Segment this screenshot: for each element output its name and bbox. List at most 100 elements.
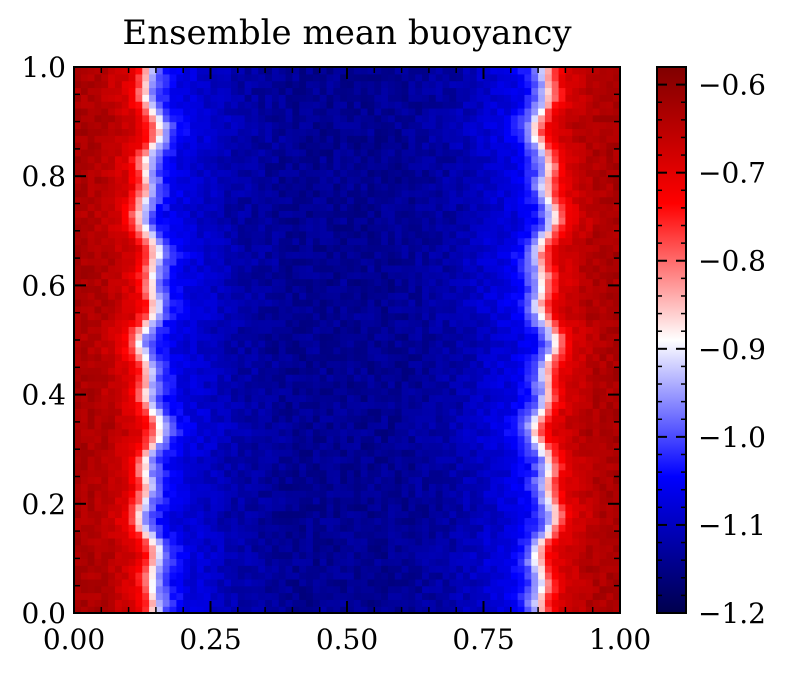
heatmap-cell: [128, 496, 137, 505]
heatmap-cell: [353, 299, 362, 307]
heatmap-cell: [531, 244, 539, 252]
heatmap-cell: [196, 237, 205, 246]
heatmap-cell: [347, 578, 355, 587]
heatmap-cell: [217, 387, 225, 396]
heatmap-cell: [538, 360, 546, 368]
heatmap-cell: [74, 408, 82, 416]
heatmap-cell: [517, 387, 526, 396]
heatmap-cell: [258, 285, 266, 293]
heatmap-cell: [162, 578, 171, 587]
heatmap-cell: [503, 326, 512, 334]
heatmap-cell: [531, 599, 539, 607]
heatmap-cell: [428, 592, 437, 600]
heatmap-cell: [353, 483, 362, 491]
heatmap-cell: [599, 456, 607, 464]
heatmap-cell: [149, 415, 157, 423]
heatmap-cell: [442, 456, 450, 464]
heatmap-cell: [94, 251, 102, 259]
heatmap-cell: [456, 387, 464, 396]
heatmap-cell: [456, 456, 464, 464]
heatmap-cell: [490, 551, 498, 559]
heatmap-cell: [265, 360, 273, 368]
heatmap-cell: [408, 531, 416, 539]
heatmap-cell: [149, 326, 157, 334]
heatmap-cell: [503, 606, 512, 613]
heatmap-cell: [121, 333, 130, 341]
heatmap-cell: [326, 415, 334, 423]
heatmap-cell: [271, 503, 280, 512]
heatmap-cell: [203, 578, 212, 587]
heatmap-cell: [128, 428, 137, 437]
heatmap-cell: [517, 544, 526, 553]
heatmap-cell: [381, 476, 389, 484]
heatmap-cell: [367, 210, 375, 218]
heatmap-cell: [190, 387, 198, 396]
heatmap-cell: [544, 462, 553, 471]
heatmap-cell: [196, 394, 205, 403]
heatmap-cell: [476, 510, 485, 519]
heatmap-cell: [538, 558, 546, 566]
heatmap-cell: [367, 483, 375, 491]
heatmap-cell: [224, 258, 232, 266]
heatmap-cell: [258, 462, 266, 471]
heatmap-cell: [544, 326, 553, 334]
heatmap-cell: [340, 503, 348, 512]
heatmap-cell: [217, 503, 225, 512]
heatmap-cell: [408, 230, 416, 239]
heatmap-cell: [394, 333, 403, 341]
heatmap-cell: [531, 551, 539, 559]
heatmap-cell: [422, 408, 430, 416]
heatmap-cell: [367, 565, 375, 573]
heatmap-cell: [333, 258, 341, 266]
heatmap-cell: [422, 578, 430, 587]
heatmap-cell: [469, 210, 478, 218]
heatmap-cell: [415, 319, 423, 327]
heatmap-cell: [469, 326, 478, 334]
heatmap-cell: [531, 394, 539, 403]
heatmap-cell: [176, 606, 184, 613]
heatmap-cell: [333, 428, 341, 437]
heatmap-cell: [360, 189, 369, 198]
heatmap-cell: [292, 428, 300, 437]
heatmap-cell: [135, 606, 143, 613]
heatmap-cell: [360, 292, 369, 300]
heatmap-cell: [503, 435, 512, 443]
heatmap-cell: [517, 326, 526, 334]
heatmap-cell: [80, 462, 89, 471]
heatmap-cell: [149, 442, 157, 450]
heatmap-cell: [585, 496, 594, 505]
heatmap-cell: [599, 374, 607, 382]
heatmap-cell: [155, 517, 164, 525]
heatmap-cell: [333, 217, 341, 225]
heatmap-cell: [381, 353, 389, 362]
heatmap-cell: [155, 592, 164, 600]
heatmap-cell: [476, 592, 485, 600]
heatmap-cell: [435, 401, 444, 409]
heatmap-cell: [422, 510, 430, 519]
heatmap-cell: [230, 305, 239, 314]
heatmap-cell: [503, 599, 512, 607]
heatmap-cell: [176, 360, 184, 368]
heatmap-cell: [538, 326, 546, 334]
heatmap-cell: [169, 278, 177, 286]
heatmap-cell: [360, 483, 369, 491]
heatmap-cell: [251, 196, 259, 205]
heatmap-cell: [476, 408, 485, 416]
heatmap-cell: [415, 469, 423, 478]
heatmap-cell: [558, 305, 566, 314]
heatmap-cell: [114, 476, 123, 484]
heatmap-cell: [230, 462, 239, 471]
heatmap-cell: [224, 299, 232, 307]
heatmap-cell: [101, 223, 109, 232]
heatmap-cell: [408, 340, 416, 348]
heatmap-cell: [422, 435, 430, 443]
heatmap-cell: [142, 312, 150, 321]
heatmap-cell: [190, 360, 198, 368]
heatmap-cell: [592, 305, 601, 314]
heatmap-cell: [435, 346, 444, 355]
heatmap-cell: [285, 483, 293, 491]
heatmap-cell: [572, 394, 580, 403]
heatmap-cell: [585, 258, 594, 266]
heatmap-cell: [599, 551, 607, 559]
heatmap-cell: [80, 380, 89, 389]
